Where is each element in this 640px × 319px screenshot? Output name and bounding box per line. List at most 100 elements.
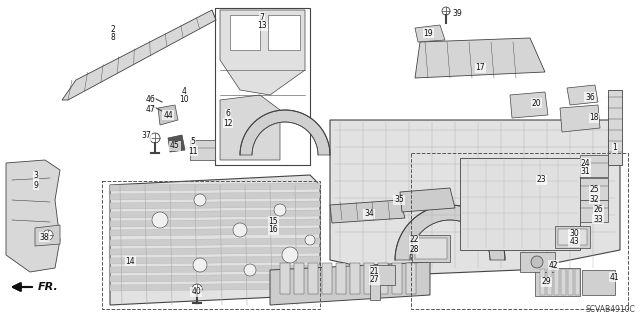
Polygon shape <box>268 15 300 50</box>
Text: 34: 34 <box>364 210 374 219</box>
Polygon shape <box>412 235 450 262</box>
Text: 19: 19 <box>423 28 433 38</box>
Text: 18: 18 <box>589 114 599 122</box>
Text: 43: 43 <box>569 238 579 247</box>
Polygon shape <box>294 263 304 294</box>
Circle shape <box>233 223 247 237</box>
Text: 33: 33 <box>593 214 603 224</box>
Polygon shape <box>560 105 600 132</box>
Polygon shape <box>35 225 60 246</box>
Polygon shape <box>558 229 587 245</box>
Polygon shape <box>580 178 608 200</box>
Text: 15: 15 <box>268 217 278 226</box>
Wedge shape <box>395 205 505 260</box>
Polygon shape <box>110 183 320 191</box>
Circle shape <box>274 204 286 216</box>
Polygon shape <box>580 155 608 177</box>
Circle shape <box>150 133 160 143</box>
Text: FR.: FR. <box>38 282 59 292</box>
Text: 7: 7 <box>260 12 264 21</box>
Text: 22: 22 <box>409 235 419 244</box>
Text: 42: 42 <box>548 261 558 270</box>
Polygon shape <box>308 263 318 294</box>
Polygon shape <box>392 263 402 294</box>
Text: 10: 10 <box>179 95 189 105</box>
Polygon shape <box>608 90 622 165</box>
Polygon shape <box>220 10 305 95</box>
Text: 2: 2 <box>111 25 115 33</box>
Bar <box>411 153 628 309</box>
Circle shape <box>305 235 315 245</box>
Text: 1: 1 <box>612 144 618 152</box>
Polygon shape <box>110 283 320 291</box>
Polygon shape <box>540 269 545 295</box>
Polygon shape <box>110 210 320 218</box>
Text: 38: 38 <box>39 233 49 241</box>
Polygon shape <box>110 175 320 305</box>
Text: 29: 29 <box>541 278 551 286</box>
Polygon shape <box>567 85 598 105</box>
Polygon shape <box>415 238 447 259</box>
Text: 8: 8 <box>111 33 115 42</box>
Text: 46: 46 <box>145 95 155 105</box>
Polygon shape <box>158 105 178 125</box>
Text: 35: 35 <box>394 196 404 204</box>
Text: 24: 24 <box>580 159 590 167</box>
Polygon shape <box>406 263 416 294</box>
Polygon shape <box>415 25 445 42</box>
Text: 12: 12 <box>223 118 233 128</box>
Polygon shape <box>460 158 580 250</box>
Text: 17: 17 <box>475 63 485 72</box>
Circle shape <box>194 194 206 206</box>
Polygon shape <box>110 256 320 264</box>
Circle shape <box>244 264 256 276</box>
Text: 41: 41 <box>609 272 619 281</box>
Polygon shape <box>330 200 405 223</box>
Circle shape <box>43 230 53 240</box>
Polygon shape <box>230 15 260 50</box>
Polygon shape <box>370 265 395 300</box>
Text: SCVAB4910C: SCVAB4910C <box>585 305 635 314</box>
Polygon shape <box>220 95 280 160</box>
Polygon shape <box>400 188 455 212</box>
Polygon shape <box>350 263 360 294</box>
Polygon shape <box>415 38 545 78</box>
Text: 30: 30 <box>569 229 579 239</box>
Text: 28: 28 <box>409 244 419 254</box>
Text: 21: 21 <box>369 266 379 276</box>
Polygon shape <box>582 270 615 295</box>
Polygon shape <box>168 135 185 152</box>
Polygon shape <box>364 263 374 294</box>
Polygon shape <box>190 140 215 160</box>
Text: 3: 3 <box>33 172 38 181</box>
Polygon shape <box>555 226 590 248</box>
Polygon shape <box>561 269 566 295</box>
Wedge shape <box>240 110 330 155</box>
Polygon shape <box>336 263 346 294</box>
Text: 27: 27 <box>369 276 379 285</box>
Polygon shape <box>110 247 320 255</box>
Text: 44: 44 <box>163 110 173 120</box>
Circle shape <box>531 256 543 268</box>
Circle shape <box>282 247 298 263</box>
Text: 13: 13 <box>257 21 267 31</box>
Text: 4: 4 <box>182 86 186 95</box>
Text: 11: 11 <box>188 146 198 155</box>
Polygon shape <box>510 92 548 118</box>
Polygon shape <box>110 265 320 273</box>
Polygon shape <box>554 269 559 295</box>
Text: 47: 47 <box>145 105 155 114</box>
Bar <box>102 181 320 309</box>
Polygon shape <box>330 120 620 275</box>
Text: 14: 14 <box>125 256 135 265</box>
Text: 6: 6 <box>225 109 230 118</box>
Polygon shape <box>110 274 320 282</box>
Text: 39: 39 <box>452 10 462 19</box>
Text: 20: 20 <box>531 99 541 108</box>
Polygon shape <box>110 201 320 209</box>
Polygon shape <box>322 263 332 294</box>
Polygon shape <box>280 263 290 294</box>
Polygon shape <box>535 268 580 296</box>
Text: 9: 9 <box>33 181 38 189</box>
Text: 45: 45 <box>170 142 180 151</box>
